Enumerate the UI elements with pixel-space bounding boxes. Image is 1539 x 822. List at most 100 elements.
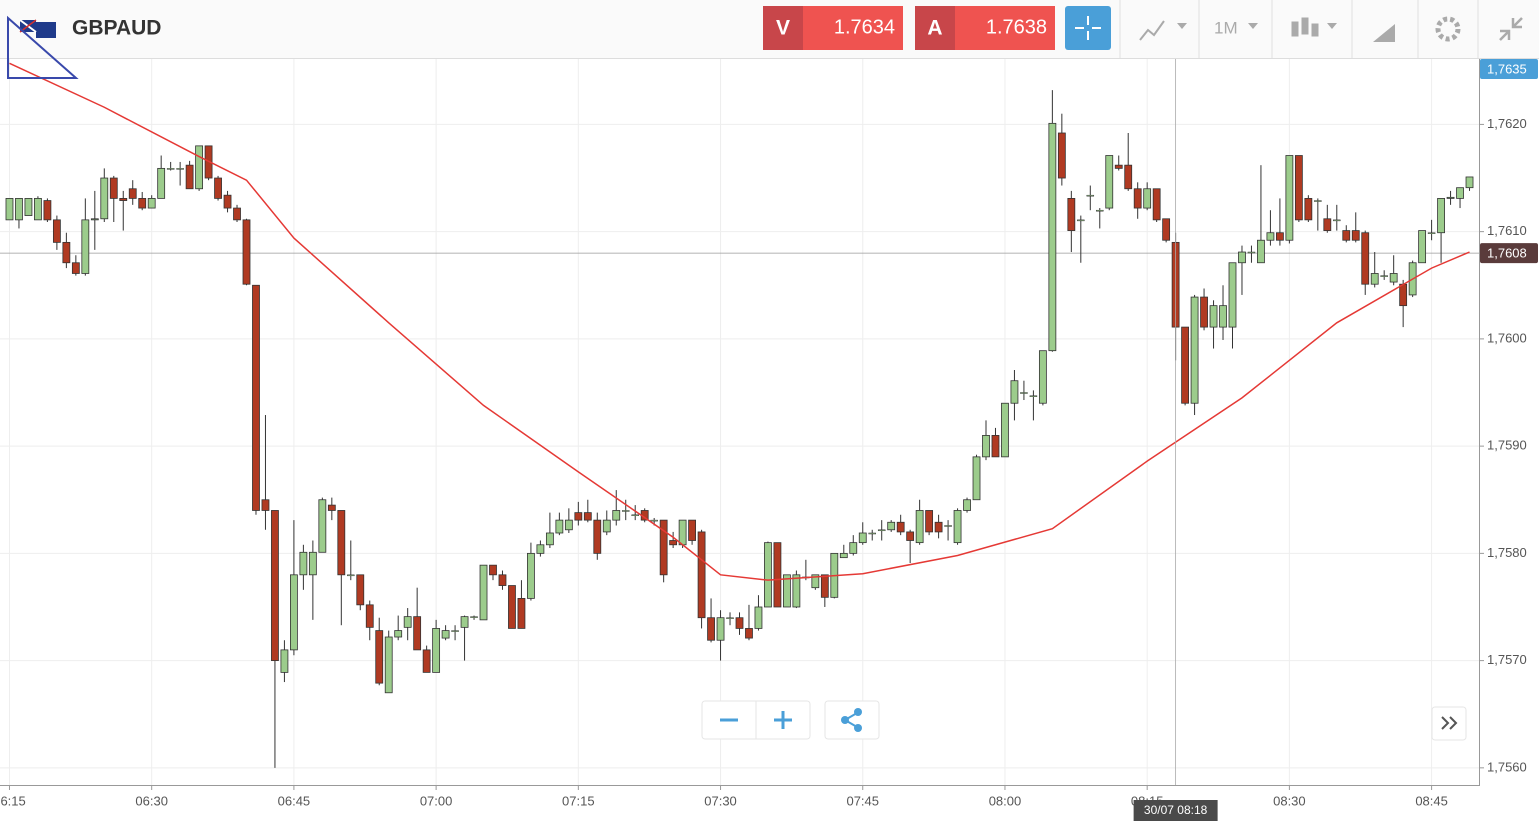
candle-body bbox=[726, 617, 734, 619]
candle-body bbox=[195, 145, 203, 190]
candle-body bbox=[1276, 232, 1284, 241]
candle-body bbox=[384, 636, 393, 694]
candle-body bbox=[1285, 155, 1294, 241]
y-tick-label: 1,7560 bbox=[1487, 759, 1527, 774]
candle-body bbox=[564, 519, 573, 531]
sell-price[interactable]: 1.7634 bbox=[834, 16, 895, 38]
candle-body bbox=[337, 510, 346, 576]
candle-body bbox=[536, 544, 545, 554]
candle-body bbox=[1067, 198, 1076, 231]
buy-label[interactable]: A bbox=[927, 17, 942, 40]
candle-body bbox=[1162, 218, 1171, 241]
candle-body bbox=[347, 574, 355, 577]
share-button[interactable] bbox=[824, 700, 880, 740]
candle-body bbox=[1228, 262, 1237, 328]
candle-body bbox=[1437, 198, 1445, 234]
candle-body bbox=[1181, 326, 1189, 404]
candle-body bbox=[5, 198, 14, 221]
chart-type-button[interactable] bbox=[1139, 20, 1187, 41]
candle-body bbox=[15, 198, 23, 221]
zoom-buttons[interactable] bbox=[701, 700, 811, 740]
ask-label-bg bbox=[1480, 59, 1538, 79]
buy-button[interactable]: A 1.7638 bbox=[915, 6, 1055, 50]
candle-body bbox=[982, 435, 990, 458]
candle-body bbox=[745, 628, 753, 639]
candle-body bbox=[223, 194, 232, 209]
candle-body bbox=[764, 542, 772, 608]
candle-body bbox=[659, 519, 668, 576]
candle-body bbox=[877, 529, 886, 532]
candle-body bbox=[1446, 196, 1455, 199]
y-tick-label: 1,7620 bbox=[1487, 116, 1527, 131]
timeframe[interactable]: 1M bbox=[1214, 18, 1238, 37]
candle-body bbox=[906, 531, 915, 541]
candle-body bbox=[621, 510, 630, 512]
settings-button[interactable] bbox=[1435, 16, 1461, 42]
candle-body bbox=[1077, 219, 1085, 222]
y-tick-label: 1,7590 bbox=[1487, 438, 1527, 453]
candle-body bbox=[290, 574, 298, 651]
moving-average bbox=[9, 62, 1470, 581]
candle-body bbox=[90, 218, 99, 221]
candle-body bbox=[555, 519, 564, 534]
collapse-button[interactable] bbox=[1499, 17, 1523, 41]
x-tick-label: 08:30 bbox=[1273, 793, 1306, 808]
candle-body bbox=[299, 551, 308, 576]
candle-body bbox=[52, 219, 61, 243]
candle-body bbox=[811, 574, 820, 589]
x-tick-label: 07:15 bbox=[562, 793, 595, 808]
candle-body bbox=[308, 551, 317, 576]
candle-body bbox=[1314, 200, 1322, 202]
y-tick-label: 1,7610 bbox=[1487, 223, 1527, 238]
candle-body bbox=[470, 616, 478, 618]
candle-body bbox=[327, 504, 336, 511]
flag-icon bbox=[19, 19, 56, 38]
candle-body bbox=[735, 617, 744, 629]
draw-tool-button[interactable] bbox=[1373, 24, 1395, 42]
crosshair-button[interactable] bbox=[1065, 6, 1111, 50]
candle-body bbox=[1133, 188, 1142, 209]
candle-body bbox=[754, 606, 763, 629]
candle-body bbox=[479, 564, 488, 621]
candle-body bbox=[953, 510, 962, 544]
candle-body bbox=[783, 574, 791, 608]
candle-body bbox=[138, 198, 147, 209]
candle-body bbox=[1209, 305, 1218, 328]
candle-body bbox=[697, 531, 706, 619]
scroll-right-button[interactable] bbox=[1431, 706, 1467, 741]
candle-type-button[interactable] bbox=[1291, 17, 1337, 37]
candle-body bbox=[356, 574, 365, 606]
candle-body bbox=[839, 552, 848, 559]
candle-body bbox=[1029, 395, 1038, 397]
candle-body bbox=[214, 177, 222, 199]
sell-button[interactable]: V 1.7634 bbox=[763, 6, 903, 50]
candle-body bbox=[119, 198, 128, 201]
candle-body bbox=[915, 510, 924, 544]
crosshair-label-bg bbox=[1133, 800, 1218, 821]
candle-body bbox=[1114, 164, 1123, 169]
candle-body bbox=[1200, 296, 1208, 328]
candle-body bbox=[678, 519, 687, 546]
candle-body bbox=[81, 219, 90, 274]
candle-body bbox=[375, 630, 384, 684]
candle-body bbox=[707, 617, 715, 641]
y-tick-label: 1,7600 bbox=[1487, 330, 1527, 345]
candle-body bbox=[403, 616, 412, 628]
candle-body bbox=[34, 198, 42, 221]
y-tick-label: 1,7580 bbox=[1487, 545, 1527, 560]
x-tick-label: 07:30 bbox=[704, 793, 737, 808]
candle-body bbox=[1048, 122, 1057, 352]
x-tick-label: 06:45 bbox=[278, 793, 311, 808]
last-price-label-bg bbox=[1480, 243, 1538, 264]
candle-body bbox=[1361, 232, 1370, 285]
candle-body bbox=[963, 499, 971, 511]
candle-body bbox=[460, 616, 469, 628]
buy-price[interactable]: 1.7638 bbox=[986, 16, 1047, 38]
candle-body bbox=[574, 512, 583, 521]
candle-body bbox=[1351, 230, 1360, 241]
candle-body bbox=[157, 167, 166, 199]
ask-label: 1,7635 bbox=[1487, 61, 1527, 76]
sell-label[interactable]: V bbox=[776, 17, 790, 40]
timeframe-caret[interactable] bbox=[1248, 23, 1258, 29]
candle-body bbox=[71, 262, 80, 274]
